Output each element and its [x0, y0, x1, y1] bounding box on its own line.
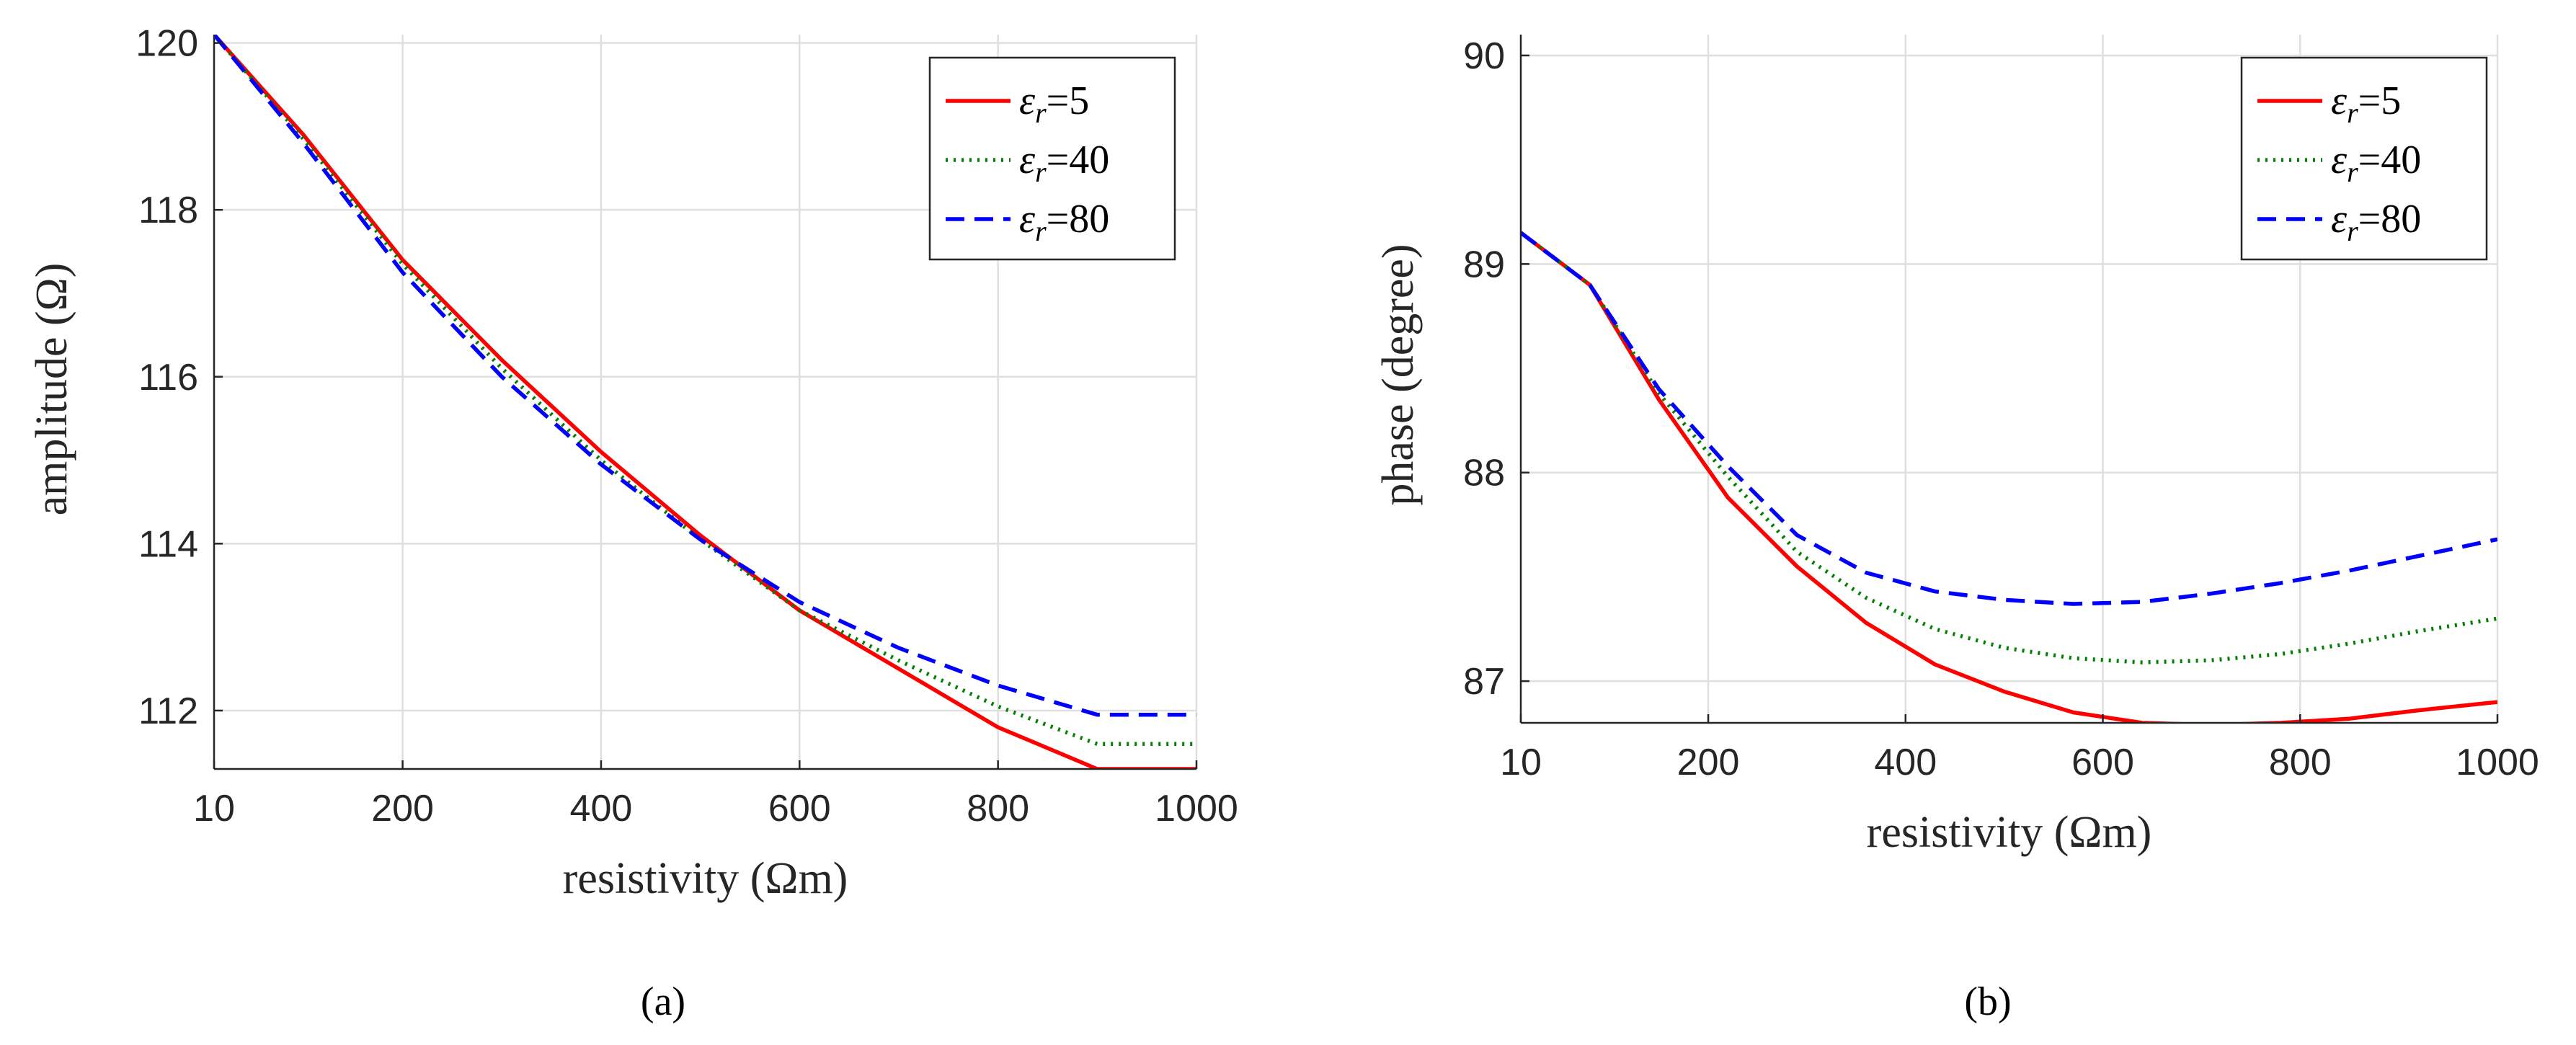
chart-panel-1: 10 200 400 600 800 1000 112 114 116 118 120 resisti…: [27, 23, 1238, 1024]
legend-value: =5: [1047, 79, 1090, 123]
x-tick-label: 600: [2071, 742, 2134, 783]
legend-symbol: ε: [1019, 79, 1036, 123]
series-line-eps-r-5: [214, 35, 1196, 769]
legend-symbol: ε: [2331, 79, 2348, 123]
legend-label: εr=80: [2331, 197, 2421, 247]
series-line-eps-r-80: [1521, 231, 2497, 606]
x-tick-label: 1000: [2456, 742, 2539, 783]
legend-label: εr=40: [1019, 138, 1109, 188]
legend-subscript: r: [2347, 215, 2358, 247]
legend-value: =40: [2358, 138, 2422, 182]
x-tick-label: 200: [1677, 742, 1740, 783]
y-tick-label: 88: [1463, 453, 1505, 494]
x-tick-label: 1000: [1155, 788, 1238, 830]
y-tick-label: 89: [1463, 244, 1505, 285]
series-line-eps-r-5: [1521, 231, 2497, 723]
x-tick-label: 10: [193, 788, 235, 830]
x-tick-label: 400: [570, 788, 633, 830]
legend-value: =5: [2358, 79, 2402, 123]
legend-symbol: ε: [1019, 197, 1036, 241]
y-tick-label: 87: [1463, 661, 1505, 703]
y-tick-label: 90: [1463, 35, 1505, 77]
y-tick-label: 118: [138, 190, 198, 231]
y-axis-label: phase (degree): [1374, 244, 1423, 505]
x-axis-label: resistivity (Ωm): [1867, 808, 2152, 857]
y-axis-label: amplitude (Ω): [27, 263, 76, 516]
y-tick-label: 120: [136, 23, 198, 65]
legend-symbol: ε: [2331, 197, 2348, 241]
legend-label: εr=80: [1019, 197, 1109, 247]
legend-subscript: r: [2347, 97, 2358, 129]
x-tick-label: 10: [1500, 742, 1542, 783]
y-tick-label: 114: [138, 523, 198, 565]
x-tick-label: 600: [768, 788, 831, 830]
x-tick-label: 800: [2269, 742, 2332, 783]
legend-subscript: r: [1035, 156, 1047, 188]
legend-symbol: ε: [1019, 138, 1036, 182]
legend-subscript: r: [2347, 156, 2358, 188]
legend-symbol: ε: [2331, 138, 2348, 182]
legend-subscript: r: [1035, 215, 1047, 247]
legend-subscript: r: [1035, 97, 1047, 129]
panel-caption: (b): [1964, 979, 2011, 1024]
legend-value: =40: [1047, 138, 1110, 182]
chart-panel-2: 10 200 400 600 800 1000 87 88 89 90 resistivity (Ω…: [1374, 35, 2539, 1024]
series-line-eps-r-40: [1521, 231, 2497, 664]
panel-caption: (a): [641, 979, 685, 1024]
y-tick-label: 116: [138, 357, 198, 399]
y-tick-label: 112: [138, 690, 198, 732]
legend-value: =80: [2358, 197, 2422, 241]
x-tick-label: 400: [1874, 742, 1937, 783]
x-tick-label: 200: [371, 788, 434, 830]
legend-label: εr=5: [2331, 79, 2401, 129]
x-axis-label: resistivity (Ωm): [563, 854, 848, 903]
legend-value: =80: [1047, 197, 1110, 241]
series-line-eps-r-80: [214, 35, 1196, 717]
legend-label: εr=40: [2331, 138, 2421, 188]
legend-label: εr=5: [1019, 79, 1089, 129]
x-tick-label: 800: [967, 788, 1029, 830]
